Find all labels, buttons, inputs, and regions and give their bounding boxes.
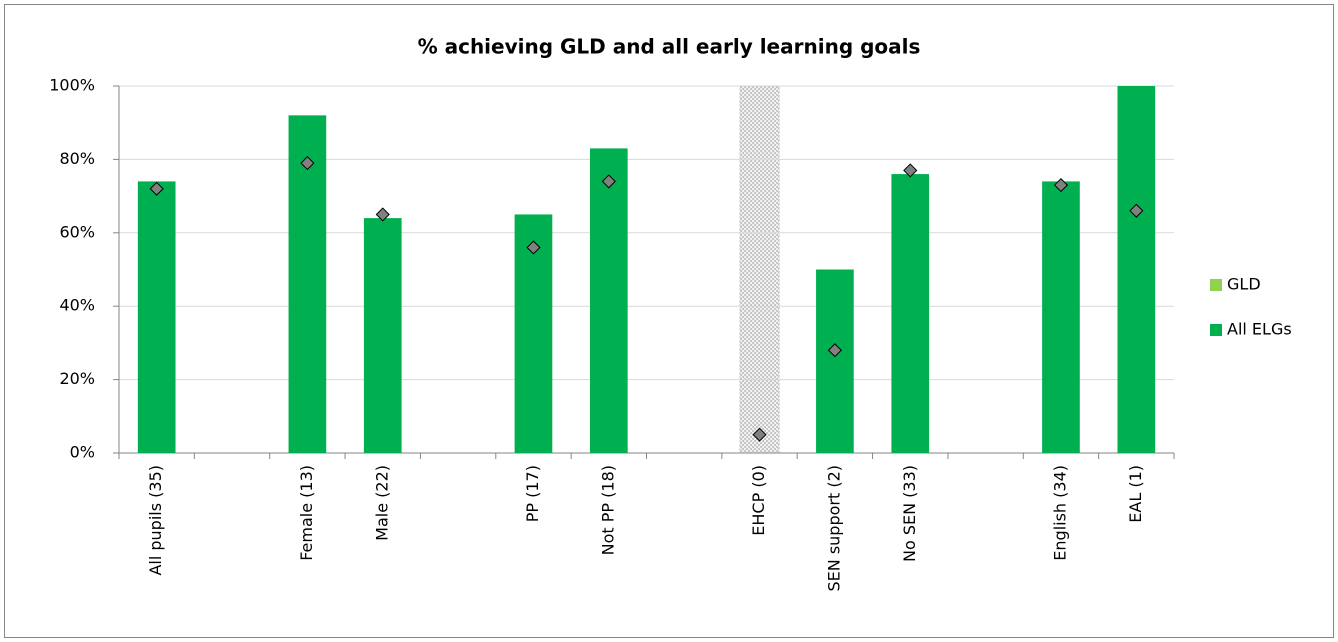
diamond-marker [1129,203,1144,218]
bar [1042,181,1080,454]
diamond-marker [375,207,390,222]
y-tick-label: 80% [59,149,95,168]
x-tick-label: Female (13) [297,465,316,561]
chart-border [4,4,1334,638]
legend-swatch [1210,279,1222,291]
diamond-marker [526,240,541,255]
no-data-band [739,85,780,454]
diamond-marker [601,174,616,189]
diamond-marker [827,343,842,358]
chart-title: % achieving GLD and all early learning g… [418,35,921,59]
diamond-marker [300,155,315,171]
diamond-marker [1053,178,1069,193]
bar [288,115,327,454]
x-tick-label: Not PP (18) [598,465,617,555]
x-tick-label: PP (17) [523,465,542,522]
diamond-marker [752,427,767,442]
legend-label: GLD [1227,275,1261,294]
legend-swatch [1210,324,1222,336]
y-tick-label: 0% [70,443,95,462]
x-tick-label: Male (22) [372,465,391,541]
bar [816,269,854,453]
x-tick-label: No SEN (33) [900,465,919,562]
bar [1117,86,1156,453]
x-tick-label: All pupils (35) [146,465,165,576]
y-tick-label: 60% [59,222,95,241]
y-tick-label: 40% [59,296,95,315]
bar [589,148,628,453]
x-tick-label: EAL (1) [1126,465,1145,523]
bar [137,181,176,454]
x-tick-label: EHCP (0) [749,465,768,536]
legend-label: All ELGs [1227,320,1292,339]
x-tick-label: SEN support (2) [824,465,843,592]
y-tick-label: 100% [49,76,95,95]
bar [891,174,930,453]
diamond-marker [149,181,164,196]
x-tick-label: English (34) [1050,465,1069,561]
y-tick-label: 20% [59,369,95,388]
bar [363,218,402,453]
diamond-marker [903,163,918,178]
